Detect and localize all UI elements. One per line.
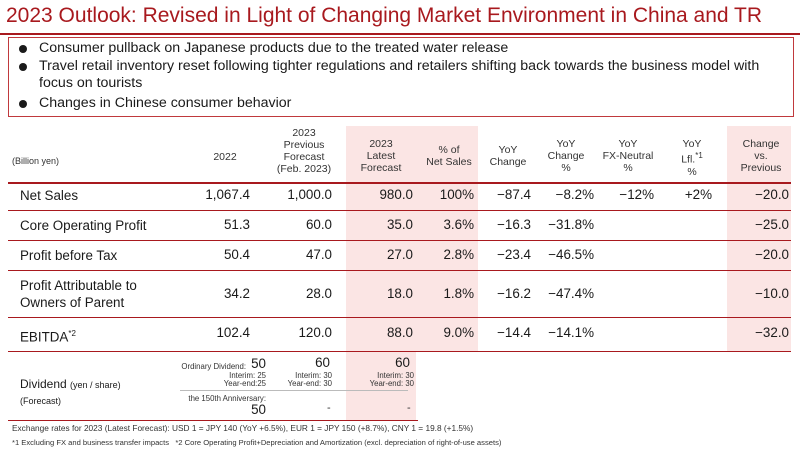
- exchange-rate-note: Exchange rates for 2023 (Latest Forecast…: [12, 423, 474, 433]
- latest-forecast-highlight: [346, 126, 416, 420]
- dividend-previous-yearend: Year-end: 30: [287, 379, 332, 388]
- cell-yoy-pct: −47.4%: [548, 286, 594, 301]
- row-label-profit-attributable: Profit Attributable to Owners of Parent: [20, 278, 137, 310]
- ordinary-dividend-label: Ordinary Dividend:: [181, 362, 246, 371]
- cell-yoy: −16.3: [497, 217, 531, 232]
- cell-yoy-pct: −14.1%: [548, 325, 594, 340]
- row-divider: [8, 210, 791, 211]
- header-yoy-change: YoY Change: [489, 144, 527, 168]
- cell-change-prev: −20.0: [755, 247, 789, 262]
- row-label-profit-before-tax: Profit before Tax: [20, 248, 118, 263]
- table-bottom-rule: [8, 420, 418, 421]
- header-yoy-change-pct: YoY Change %: [547, 138, 585, 174]
- dividend-2022-interim: Interim: 25: [229, 371, 266, 380]
- cell-yoy-lfl: +2%: [684, 187, 712, 202]
- header-previous-forecast: 2023 Previous Forecast (Feb. 2023): [276, 127, 332, 175]
- cell-pct-sales: 100%: [439, 187, 474, 202]
- bullet-item: Changes in Chinese consumer behavior: [19, 95, 291, 112]
- dividend-previous-ordinary: 60: [315, 355, 330, 370]
- header-change-vs-previous: Change vs. Previous: [740, 138, 782, 174]
- cell-2022: 34.2: [223, 286, 250, 301]
- title-divider: [0, 33, 800, 35]
- cell-change-prev: −25.0: [755, 217, 789, 232]
- header-latest-forecast: 2023 Latest Forecast: [360, 138, 402, 174]
- unit-label: (Billion yen): [12, 156, 60, 166]
- cell-yoy-fx: −12%: [619, 187, 654, 202]
- dividend-latest-yearend: Year-end: 30: [369, 379, 414, 388]
- header-pct-net-sales: % of Net Sales: [426, 144, 472, 168]
- key-points-box: Consumer pullback on Japanese products d…: [8, 37, 794, 117]
- dividend-divider: [180, 390, 408, 391]
- cell-previous: 28.0: [305, 286, 332, 301]
- row-divider: [8, 270, 791, 271]
- dividend-previous-interim: Interim: 30: [295, 371, 332, 380]
- footnotes: *1 Excluding FX and business transfer im…: [12, 438, 502, 447]
- anniversary-label: the 150th Anniversary:: [188, 394, 266, 403]
- bullet-icon: [19, 63, 27, 71]
- change-vs-previous-highlight: [727, 126, 791, 352]
- dividend-2022-ordinary: 50: [251, 356, 266, 371]
- cell-latest: 27.0: [386, 247, 413, 262]
- cell-yoy-pct: −8.2%: [555, 187, 594, 202]
- cell-previous: 120.0: [298, 325, 332, 340]
- cell-pct-sales: 3.6%: [443, 217, 474, 232]
- row-label-dividend: Dividend (yen / share): [20, 377, 121, 391]
- cell-change-prev: −20.0: [755, 187, 789, 202]
- cell-yoy: −16.2: [497, 286, 531, 301]
- cell-2022: 51.3: [223, 217, 250, 232]
- row-divider: [8, 351, 791, 352]
- cell-change-prev: −32.0: [755, 325, 789, 340]
- row-divider: [8, 240, 791, 241]
- cell-previous: 1,000.0: [287, 187, 332, 202]
- dividend-2022-anniversary: 50: [251, 402, 266, 417]
- header-yoy-fx-neutral: YoY FX-Neutral %: [602, 138, 654, 174]
- cell-2022: 50.4: [223, 247, 250, 262]
- dividend-previous-anniversary: -: [327, 402, 331, 414]
- cell-latest: 980.0: [379, 187, 413, 202]
- cell-2022: 1,067.4: [205, 187, 250, 202]
- bullet-item: Consumer pullback on Japanese products d…: [19, 40, 508, 57]
- header-2022: 2022: [213, 151, 237, 163]
- cell-latest: 88.0: [386, 325, 413, 340]
- header-rule: [8, 182, 791, 184]
- cell-previous: 47.0: [305, 247, 332, 262]
- cell-yoy-pct: −31.8%: [548, 217, 594, 232]
- cell-latest: 35.0: [386, 217, 413, 232]
- dividend-latest-anniversary: -: [407, 402, 411, 414]
- dividend-latest-interim: Interim: 30: [377, 371, 414, 380]
- bullet-icon: [19, 100, 27, 108]
- page-title: 2023 Outlook: Revised in Light of Changi…: [6, 4, 763, 27]
- cell-yoy: −23.4: [497, 247, 531, 262]
- cell-pct-sales: 9.0%: [443, 325, 474, 340]
- dividend-latest-ordinary: 60: [395, 355, 410, 370]
- cell-yoy: −14.4: [497, 325, 531, 340]
- cell-yoy: −87.4: [497, 187, 531, 202]
- row-label-ebitda: EBITDA*2: [20, 329, 76, 345]
- cell-yoy-pct: −46.5%: [548, 247, 594, 262]
- cell-pct-sales: 2.8%: [443, 247, 474, 262]
- bullet-icon: [19, 45, 27, 53]
- cell-latest: 18.0: [386, 286, 413, 301]
- row-divider: [8, 317, 791, 318]
- dividend-2022-yearend: Year-end:25: [223, 379, 266, 388]
- net-sales-pct-highlight: [416, 126, 478, 352]
- row-label-net-sales: Net Sales: [20, 188, 79, 203]
- cell-previous: 60.0: [305, 217, 332, 232]
- header-yoy-lfl: YoY Lfl.*1 %: [681, 138, 703, 178]
- dividend-forecast-label: (Forecast): [20, 396, 62, 406]
- cell-2022: 102.4: [216, 325, 250, 340]
- row-label-core-operating-profit: Core Operating Profit: [20, 218, 147, 233]
- bullet-item: Travel retail inventory reset following …: [19, 58, 779, 92]
- cell-change-prev: −10.0: [755, 286, 789, 301]
- cell-pct-sales: 1.8%: [443, 286, 474, 301]
